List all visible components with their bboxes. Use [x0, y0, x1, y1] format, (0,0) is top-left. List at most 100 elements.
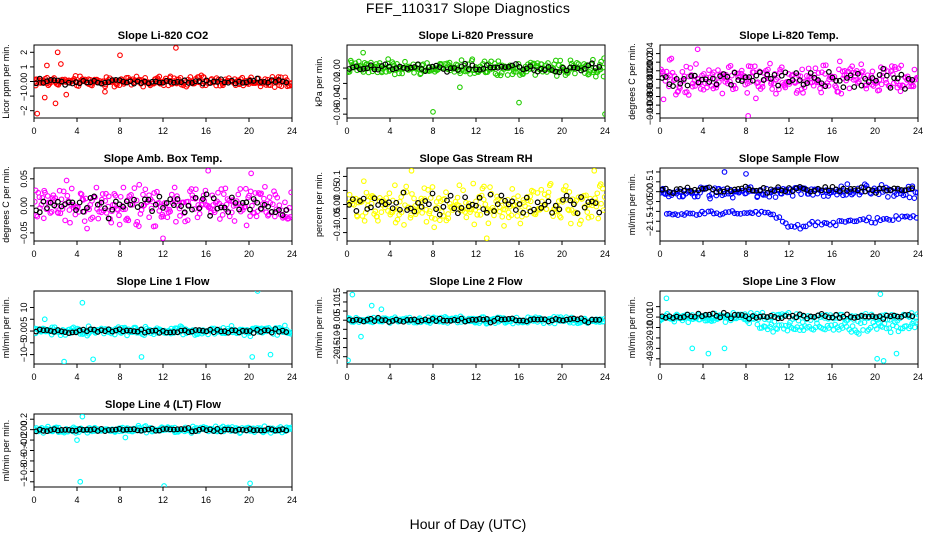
data-point	[105, 193, 112, 200]
data-point	[717, 211, 723, 218]
reference-point	[854, 70, 861, 77]
y-tick-label: −0.4	[19, 442, 29, 460]
data-point	[79, 196, 86, 202]
y-tick-label: 0.05	[19, 170, 29, 188]
reference-point	[415, 61, 421, 68]
reference-point	[662, 74, 669, 80]
data-point	[869, 68, 876, 75]
data-point	[600, 207, 605, 214]
data-point	[385, 56, 392, 62]
reference-point	[254, 199, 261, 206]
outlier-point	[721, 345, 728, 352]
data-point	[767, 211, 774, 218]
x-tick-label: 16	[514, 126, 524, 136]
reference-point	[185, 79, 192, 86]
data-point	[117, 193, 124, 200]
reference-point	[505, 201, 512, 208]
data-point	[800, 89, 806, 96]
data-point	[392, 182, 398, 189]
reference-point	[673, 313, 680, 320]
reference-point	[181, 209, 188, 216]
reference-point	[570, 201, 577, 208]
data-point	[838, 90, 845, 97]
reference-point	[218, 204, 224, 211]
data-point	[211, 209, 218, 216]
reference-point	[152, 201, 159, 208]
data-point	[44, 193, 51, 199]
reference-point	[170, 79, 177, 86]
y-axis-label: degrees C per min.	[1, 166, 11, 243]
data-point	[883, 325, 890, 332]
data-point	[93, 184, 100, 191]
reference-point	[786, 313, 792, 320]
reference-point	[775, 82, 782, 89]
reference-point	[54, 198, 61, 205]
outlier-point	[378, 306, 385, 313]
data-point	[710, 85, 717, 92]
reference-point	[353, 208, 360, 214]
reference-point	[909, 76, 916, 83]
reference-point	[236, 78, 243, 85]
data-point	[769, 86, 776, 92]
reference-point	[422, 316, 429, 323]
reference-point	[138, 201, 145, 208]
data-point	[190, 195, 196, 202]
reference-point	[793, 70, 800, 76]
x-tick-label: 16	[827, 249, 837, 259]
x-tick-label: 20	[870, 249, 880, 259]
reference-point	[127, 327, 134, 334]
data-point	[597, 181, 604, 187]
page-title: FEF_110317 Slope Diagnostics	[365, 0, 571, 16]
reference-point	[760, 313, 767, 320]
reference-point	[775, 184, 782, 191]
data-point	[566, 189, 573, 195]
chart-title: Slope Gas Stream RH	[419, 153, 532, 165]
reference-point	[429, 63, 436, 70]
reference-point	[563, 316, 570, 323]
reference-point	[869, 313, 876, 320]
reference-point	[473, 66, 479, 73]
data-point	[908, 186, 915, 193]
reference-point	[778, 72, 785, 79]
data-point	[846, 85, 853, 92]
data-point	[423, 218, 430, 225]
data-point	[368, 59, 374, 66]
reference-point	[699, 76, 705, 83]
data-point	[857, 320, 864, 326]
reference-point	[556, 206, 563, 213]
reference-point	[189, 428, 195, 435]
data-point	[697, 86, 704, 92]
chart-title: Slope Line 1 Flow	[117, 276, 210, 288]
reference-point	[418, 317, 425, 324]
reference-point	[567, 64, 574, 71]
data-point	[911, 195, 918, 201]
reference-point	[418, 203, 425, 210]
reference-point	[796, 77, 803, 84]
data-point	[547, 180, 554, 187]
reference-point	[738, 78, 745, 84]
data-point	[788, 223, 795, 230]
reference-point	[596, 64, 603, 70]
data-point	[676, 193, 683, 200]
y-tick-label: −0.006	[645, 83, 655, 111]
data-point	[471, 221, 478, 228]
y-tick-label: 0.00	[332, 196, 342, 214]
reference-point	[102, 428, 108, 435]
chart-title: Slope Li-820 Temp.	[739, 30, 838, 42]
reference-point	[178, 203, 185, 209]
data-point	[898, 62, 905, 69]
y-tick-label: 2	[19, 50, 29, 55]
data-point	[507, 62, 513, 69]
outlier-point	[79, 299, 86, 306]
reference-point	[691, 186, 698, 193]
data-point	[463, 199, 469, 206]
data-point	[261, 195, 267, 202]
data-point	[762, 209, 768, 216]
data-point	[913, 214, 918, 221]
data-point	[784, 327, 791, 334]
outlier-point	[877, 291, 884, 297]
reference-point	[876, 313, 883, 320]
reference-point	[567, 197, 574, 204]
data-point	[463, 214, 470, 221]
